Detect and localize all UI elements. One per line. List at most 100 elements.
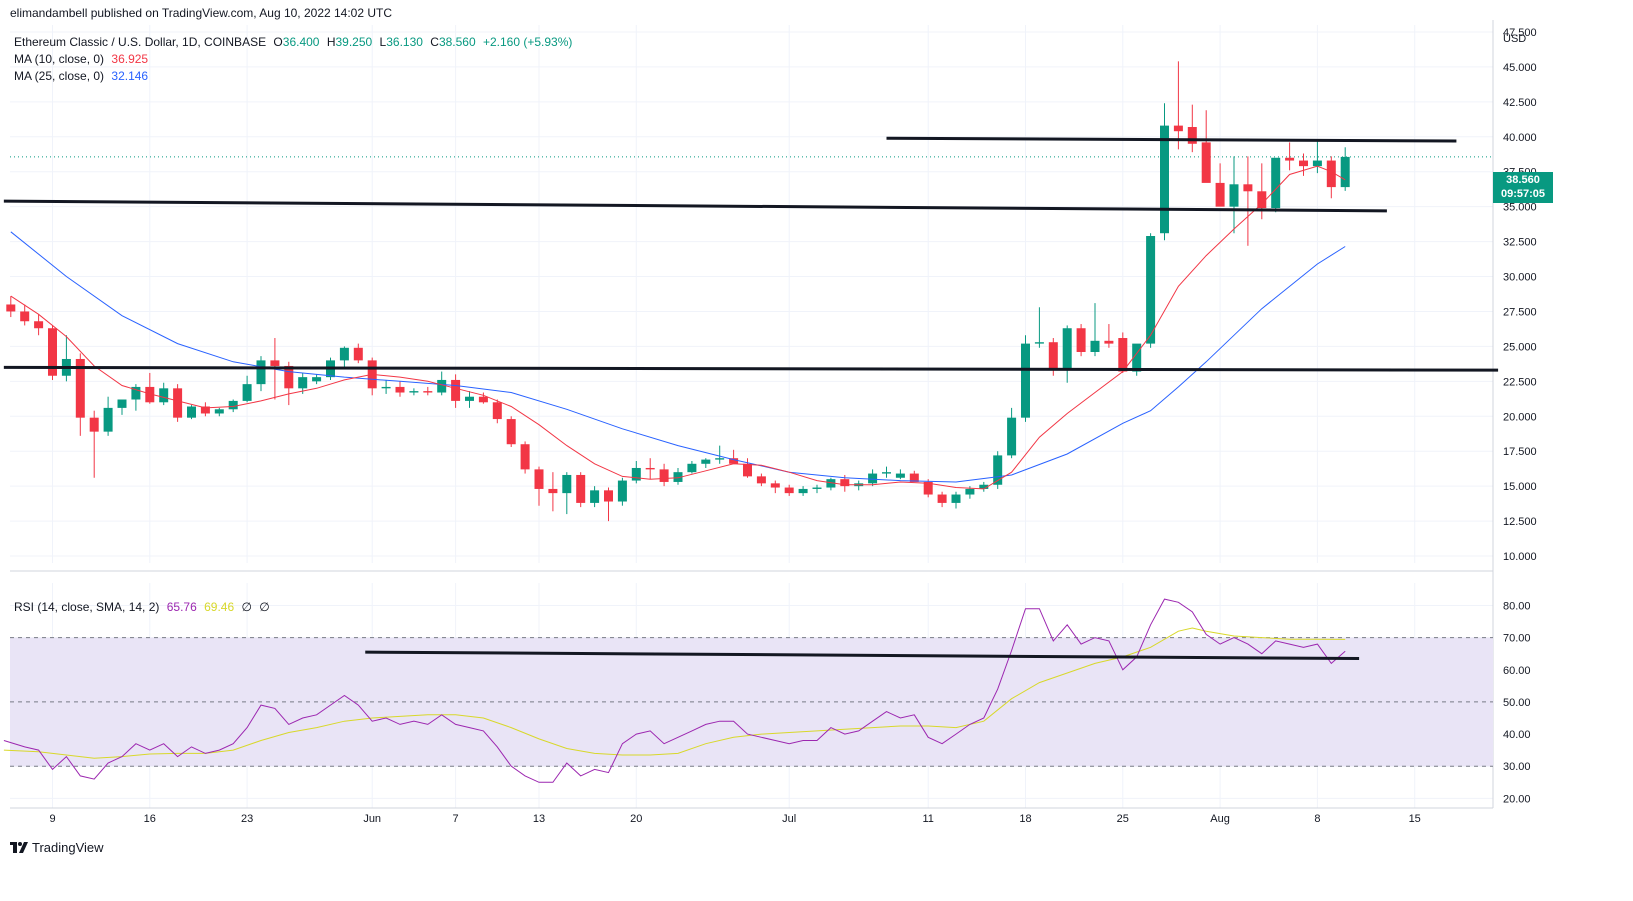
candle-body bbox=[187, 406, 196, 418]
candle-body bbox=[951, 494, 961, 503]
candle-body bbox=[1285, 157, 1295, 161]
candle-body bbox=[590, 490, 600, 503]
candle-body bbox=[465, 396, 474, 401]
open-label: O bbox=[273, 35, 283, 49]
price-tick-label: 10.000 bbox=[1503, 551, 1537, 563]
candle-body bbox=[882, 472, 891, 474]
rsi-tick-label: 50.00 bbox=[1503, 697, 1531, 709]
candle-body bbox=[506, 419, 516, 445]
time-tick-label: 7 bbox=[453, 813, 459, 825]
candle-body bbox=[784, 487, 794, 494]
candle-body bbox=[1021, 343, 1030, 418]
trendline bbox=[3, 199, 1387, 213]
price-tick-label: 40.000 bbox=[1503, 132, 1537, 144]
candle-body bbox=[548, 488, 558, 494]
candle-body bbox=[604, 490, 613, 502]
rsi-tick-label: 70.00 bbox=[1503, 633, 1531, 645]
price-tick-label: 12.500 bbox=[1503, 516, 1537, 528]
high-value: 39.250 bbox=[335, 35, 373, 49]
candle-body bbox=[909, 473, 919, 482]
candle-body bbox=[520, 444, 530, 470]
candle-body bbox=[437, 379, 447, 393]
rsi-legend[interactable]: RSI (14, close, SMA, 14, 2) 65.76 69.46 … bbox=[14, 600, 274, 614]
candle-body bbox=[965, 488, 975, 495]
candle-body bbox=[826, 479, 836, 488]
time-tick-label: 13 bbox=[533, 813, 545, 825]
rsi-label: RSI (14, close, SMA, 14, 2) bbox=[14, 600, 160, 614]
close-label: C bbox=[430, 35, 439, 49]
candle-body bbox=[1104, 340, 1114, 344]
candle-body bbox=[1160, 125, 1169, 234]
candle-body bbox=[937, 494, 947, 503]
ma10-legend[interactable]: MA (10, close, 0) 36.925 bbox=[14, 52, 152, 66]
rsi-empty-2: ∅ bbox=[259, 600, 270, 614]
ma10-line bbox=[10, 165, 1346, 490]
time-tick-label: 16 bbox=[144, 813, 156, 825]
candle-body bbox=[117, 399, 127, 408]
candle-body bbox=[89, 417, 99, 432]
candle-body bbox=[34, 321, 44, 329]
candle-body bbox=[145, 386, 155, 403]
candle-body bbox=[756, 476, 766, 484]
time-tick-label: 20 bbox=[630, 813, 642, 825]
candle-body bbox=[20, 311, 30, 322]
candle-body bbox=[270, 360, 280, 366]
candle-body bbox=[103, 407, 113, 432]
candle-body bbox=[1340, 156, 1350, 188]
candle-body bbox=[1076, 328, 1086, 352]
candle-body bbox=[492, 402, 502, 420]
candle-body bbox=[48, 328, 57, 376]
candle-body bbox=[1146, 236, 1156, 344]
price-tick-label: 17.500 bbox=[1503, 446, 1537, 458]
candle-body bbox=[478, 396, 488, 403]
candle-body bbox=[395, 386, 405, 393]
rsi-tick-label: 30.00 bbox=[1503, 761, 1531, 773]
bar-countdown: 09:57:05 bbox=[1500, 188, 1546, 200]
rsi-sma-line bbox=[3, 627, 1346, 759]
candle-body bbox=[1007, 417, 1017, 456]
candle-body bbox=[770, 483, 780, 488]
footer-brand[interactable]: TradingView bbox=[10, 840, 104, 855]
symbol-title[interactable]: Ethereum Classic / U.S. Dollar, 1D, COIN… bbox=[14, 35, 267, 49]
time-tick-label: Aug bbox=[1210, 813, 1230, 825]
candle-body bbox=[993, 455, 1003, 485]
last-price-badge: 38.560 09:57:05 bbox=[1493, 172, 1553, 203]
trendline bbox=[3, 365, 1499, 372]
candle-body bbox=[715, 458, 725, 460]
rsi-tick-label: 60.00 bbox=[1503, 665, 1531, 677]
ma10-value: 36.925 bbox=[111, 52, 149, 66]
candle-body bbox=[353, 347, 363, 361]
price-tick-label: 35.000 bbox=[1503, 202, 1537, 214]
candle-body bbox=[1062, 328, 1072, 371]
candle-body bbox=[659, 469, 669, 482]
candle-body bbox=[131, 386, 141, 400]
rsi-tick-label: 80.00 bbox=[1503, 601, 1531, 613]
candle-body bbox=[1243, 184, 1253, 192]
candle-body bbox=[1257, 191, 1267, 209]
time-tick-label: 8 bbox=[1314, 813, 1320, 825]
price-tick-label: 25.000 bbox=[1503, 341, 1537, 353]
candle-body bbox=[534, 469, 544, 489]
candle-body bbox=[423, 391, 433, 393]
ma25-legend[interactable]: MA (25, close, 0) 32.146 bbox=[14, 69, 152, 83]
price-tick-label: 47.500 bbox=[1503, 27, 1537, 39]
candle-body bbox=[159, 388, 169, 403]
candle-body bbox=[1090, 340, 1100, 352]
high-label: H bbox=[326, 35, 336, 49]
low-label: L bbox=[379, 35, 387, 49]
rsi-tick-label: 20.00 bbox=[1503, 793, 1531, 805]
low-value: 36.130 bbox=[386, 35, 423, 49]
last-price: 38.560 bbox=[1506, 174, 1540, 186]
ma10-label: MA (10, close, 0) bbox=[14, 52, 105, 66]
candle-body bbox=[743, 463, 752, 477]
symbol-legend: Ethereum Classic / U.S. Dollar, 1D, COIN… bbox=[14, 35, 576, 49]
candle-body bbox=[1034, 342, 1044, 344]
candle-body bbox=[798, 488, 808, 494]
candle-body bbox=[6, 304, 16, 312]
ma25-label: MA (25, close, 0) bbox=[14, 69, 105, 83]
candle-body bbox=[228, 400, 238, 410]
candle-body bbox=[200, 406, 210, 414]
ma25-line bbox=[10, 231, 1346, 483]
candle-body bbox=[381, 386, 391, 389]
